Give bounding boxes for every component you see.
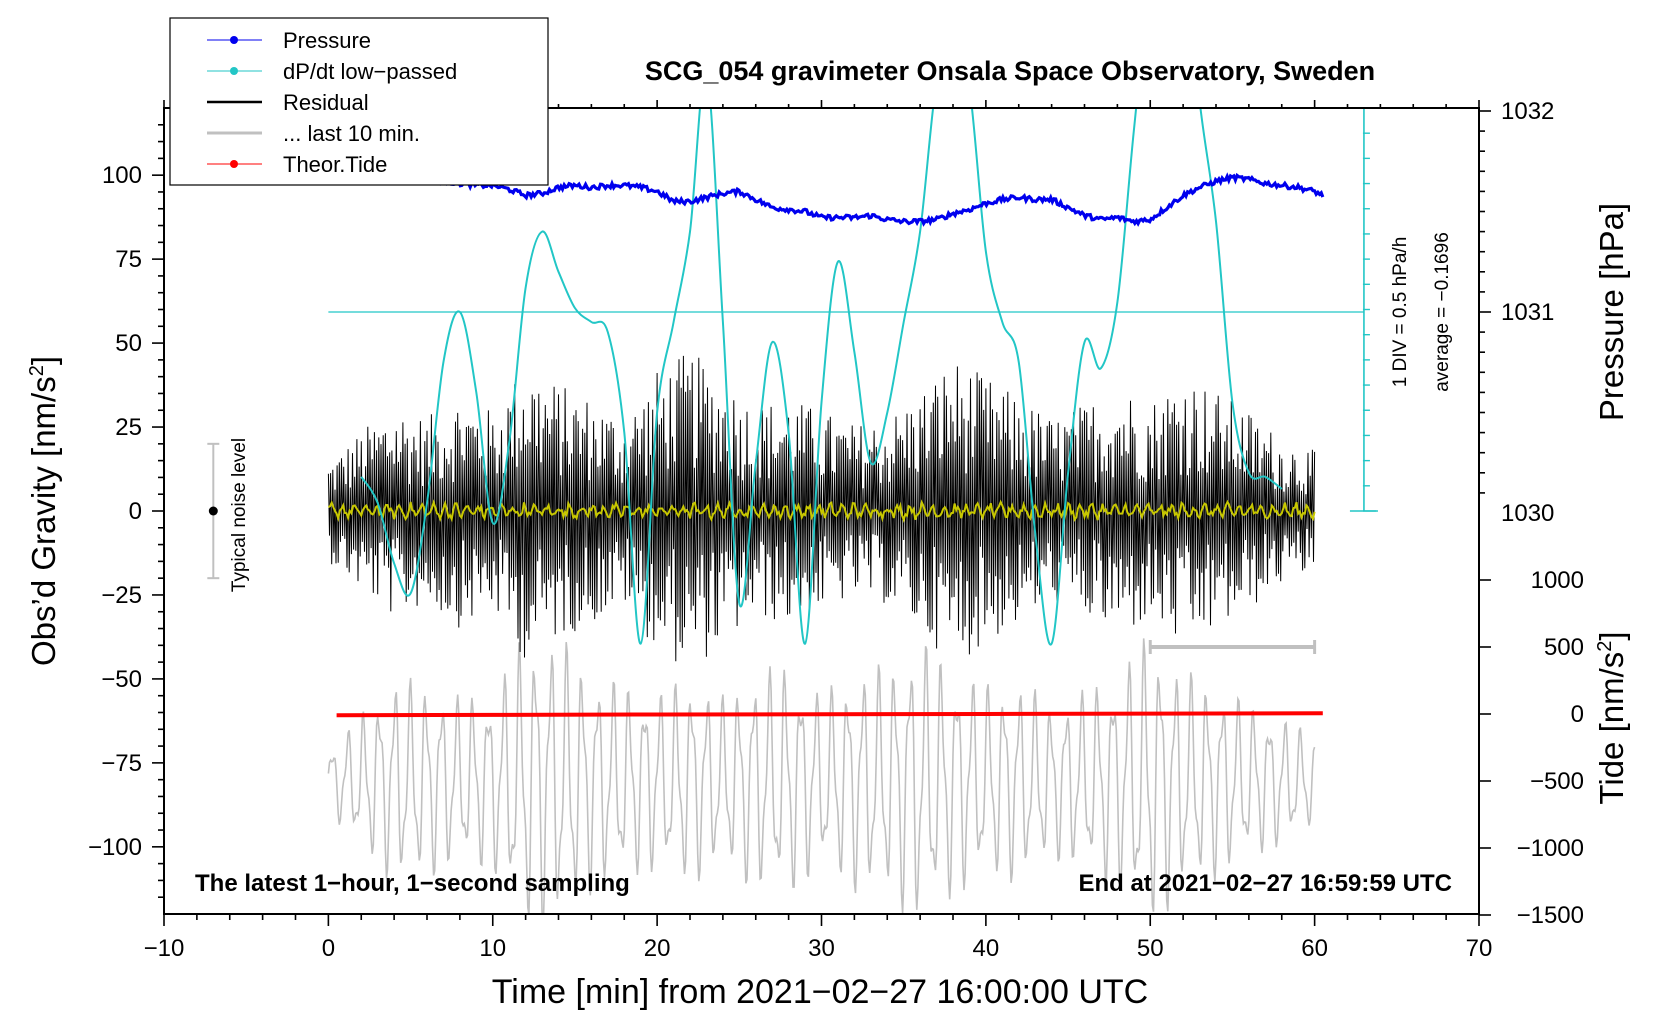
x-tick-label: 20 (644, 935, 671, 962)
legend-dpdt-marker (230, 67, 238, 75)
series-residual (327, 355, 1316, 662)
noise-center-dot (208, 506, 218, 516)
y-axis-label-tide-sup: 2 (1594, 641, 1616, 652)
annotation-sampling: The latest 1−hour, 1−second sampling (195, 870, 630, 897)
tide-tick-label: 500 (1544, 634, 1584, 661)
residual-filtered-line (327, 499, 1316, 523)
last-10-min-line (327, 638, 1316, 914)
y-tick-label: 0 (129, 498, 142, 525)
plot-area (327, 108, 1364, 914)
legend-item-last-10-min: ... last 10 min. (207, 121, 420, 146)
legend-theor-tide-label: Theor.Tide (283, 152, 387, 177)
y-axis-label-gravity: Obs’d Gravity [nm/s2] (25, 356, 62, 666)
y-axis-label-tide-tail: ] (1593, 631, 1630, 640)
x-axis-label: Time [min] from 2021−02−27 16:00:00 UTC (492, 973, 1148, 1011)
tide-tick-label: −500 (1530, 768, 1584, 795)
series-last-10-min (327, 638, 1316, 914)
legend-residual-label: Residual (283, 90, 369, 115)
pressure-tick-label: 1030 (1501, 500, 1554, 527)
legend: Pressure dP/dt low−passed Residual ... l… (169, 17, 549, 186)
x-axis: −10 0 10 20 30 40 50 60 70 (144, 100, 1493, 962)
y-axis-label-tide: Tide [nm/s2] (1593, 631, 1630, 804)
y-tick-label: 100 (102, 162, 142, 189)
series-pressure (332, 138, 1325, 227)
theor-tide-line (336, 711, 1323, 718)
series-theor-tide (336, 711, 1323, 718)
y-axis-label-tide-text: Tide [nm/s (1593, 652, 1630, 805)
legend-theor-tide-marker (230, 160, 238, 168)
tide-tick-label: −1500 (1517, 902, 1584, 929)
annotation-end-time: End at 2021−02−27 16:59:59 UTC (1078, 870, 1452, 897)
tide-tick-label: 1000 (1531, 567, 1584, 594)
x-tick-label: 40 (973, 935, 1000, 962)
y-axis-label-pressure: Pressure [hPa] (1593, 203, 1630, 421)
y-tick-label: −50 (101, 666, 142, 693)
legend-item-residual: Residual (207, 90, 369, 115)
dpdt-average-label: average = −0.1696 (1432, 232, 1453, 392)
legend-pressure-marker (230, 36, 238, 44)
y-axis-label-gravity-sup: 2 (26, 365, 48, 376)
x-tick-label: 60 (1301, 935, 1328, 962)
pressure-tick-label: 1031 (1501, 299, 1554, 326)
x-tick-label: 30 (808, 935, 835, 962)
y-tick-label: 25 (115, 414, 142, 441)
legend-dpdt-label: dP/dt low−passed (283, 59, 457, 84)
y-tick-label: −75 (101, 750, 142, 777)
y-tick-label: 75 (115, 246, 142, 273)
y-axis-gravity: −100 −75 −50 −25 0 25 50 75 100 (88, 123, 164, 899)
dpdt-div-label: 1 DIV = 0.5 hPa/h (1390, 237, 1411, 388)
residual-line (327, 355, 1316, 662)
chart-title: SCG_054 gravimeter Onsala Space Observat… (645, 56, 1375, 86)
series-residual-filtered (327, 499, 1316, 523)
y-axis-label-gravity-tail: ] (25, 356, 62, 365)
legend-last-10-min-label: ... last 10 min. (283, 121, 420, 146)
tide-tick-label: −1000 (1517, 835, 1584, 862)
series-dpdt (360, 108, 1283, 646)
y-tick-label: 50 (115, 330, 142, 357)
last-10-min-bracket (1148, 640, 1317, 654)
y-axis-label-gravity-text: Obs’d Gravity [nm/s (25, 376, 62, 666)
y-tick-label: −100 (88, 834, 142, 861)
x-tick-label: 0 (322, 935, 335, 962)
pressure-tick-label: 1032 (1501, 98, 1554, 125)
legend-item-dpdt: dP/dt low−passed (207, 59, 457, 84)
pressure-line (332, 138, 1325, 227)
y-axis-pressure: 1030 1031 1032 (1479, 98, 1554, 527)
y-tick-label: −25 (101, 582, 142, 609)
legend-pressure-label: Pressure (283, 28, 371, 53)
y-axis-tide: −1500 −1000 −500 0 500 1000 (1479, 567, 1584, 929)
x-tick-label: −10 (144, 935, 185, 962)
x-tick-label: 50 (1137, 935, 1164, 962)
legend-item-pressure: Pressure (207, 28, 371, 53)
x-tick-label: 10 (479, 935, 506, 962)
dpdt-line (360, 108, 1283, 646)
noise-level-label: Typical noise level (229, 438, 250, 592)
noise-level-marker (207, 442, 220, 580)
x-tick-label: 70 (1466, 935, 1493, 962)
legend-item-theor-tide: Theor.Tide (207, 152, 387, 177)
tide-tick-label: 0 (1571, 701, 1584, 728)
